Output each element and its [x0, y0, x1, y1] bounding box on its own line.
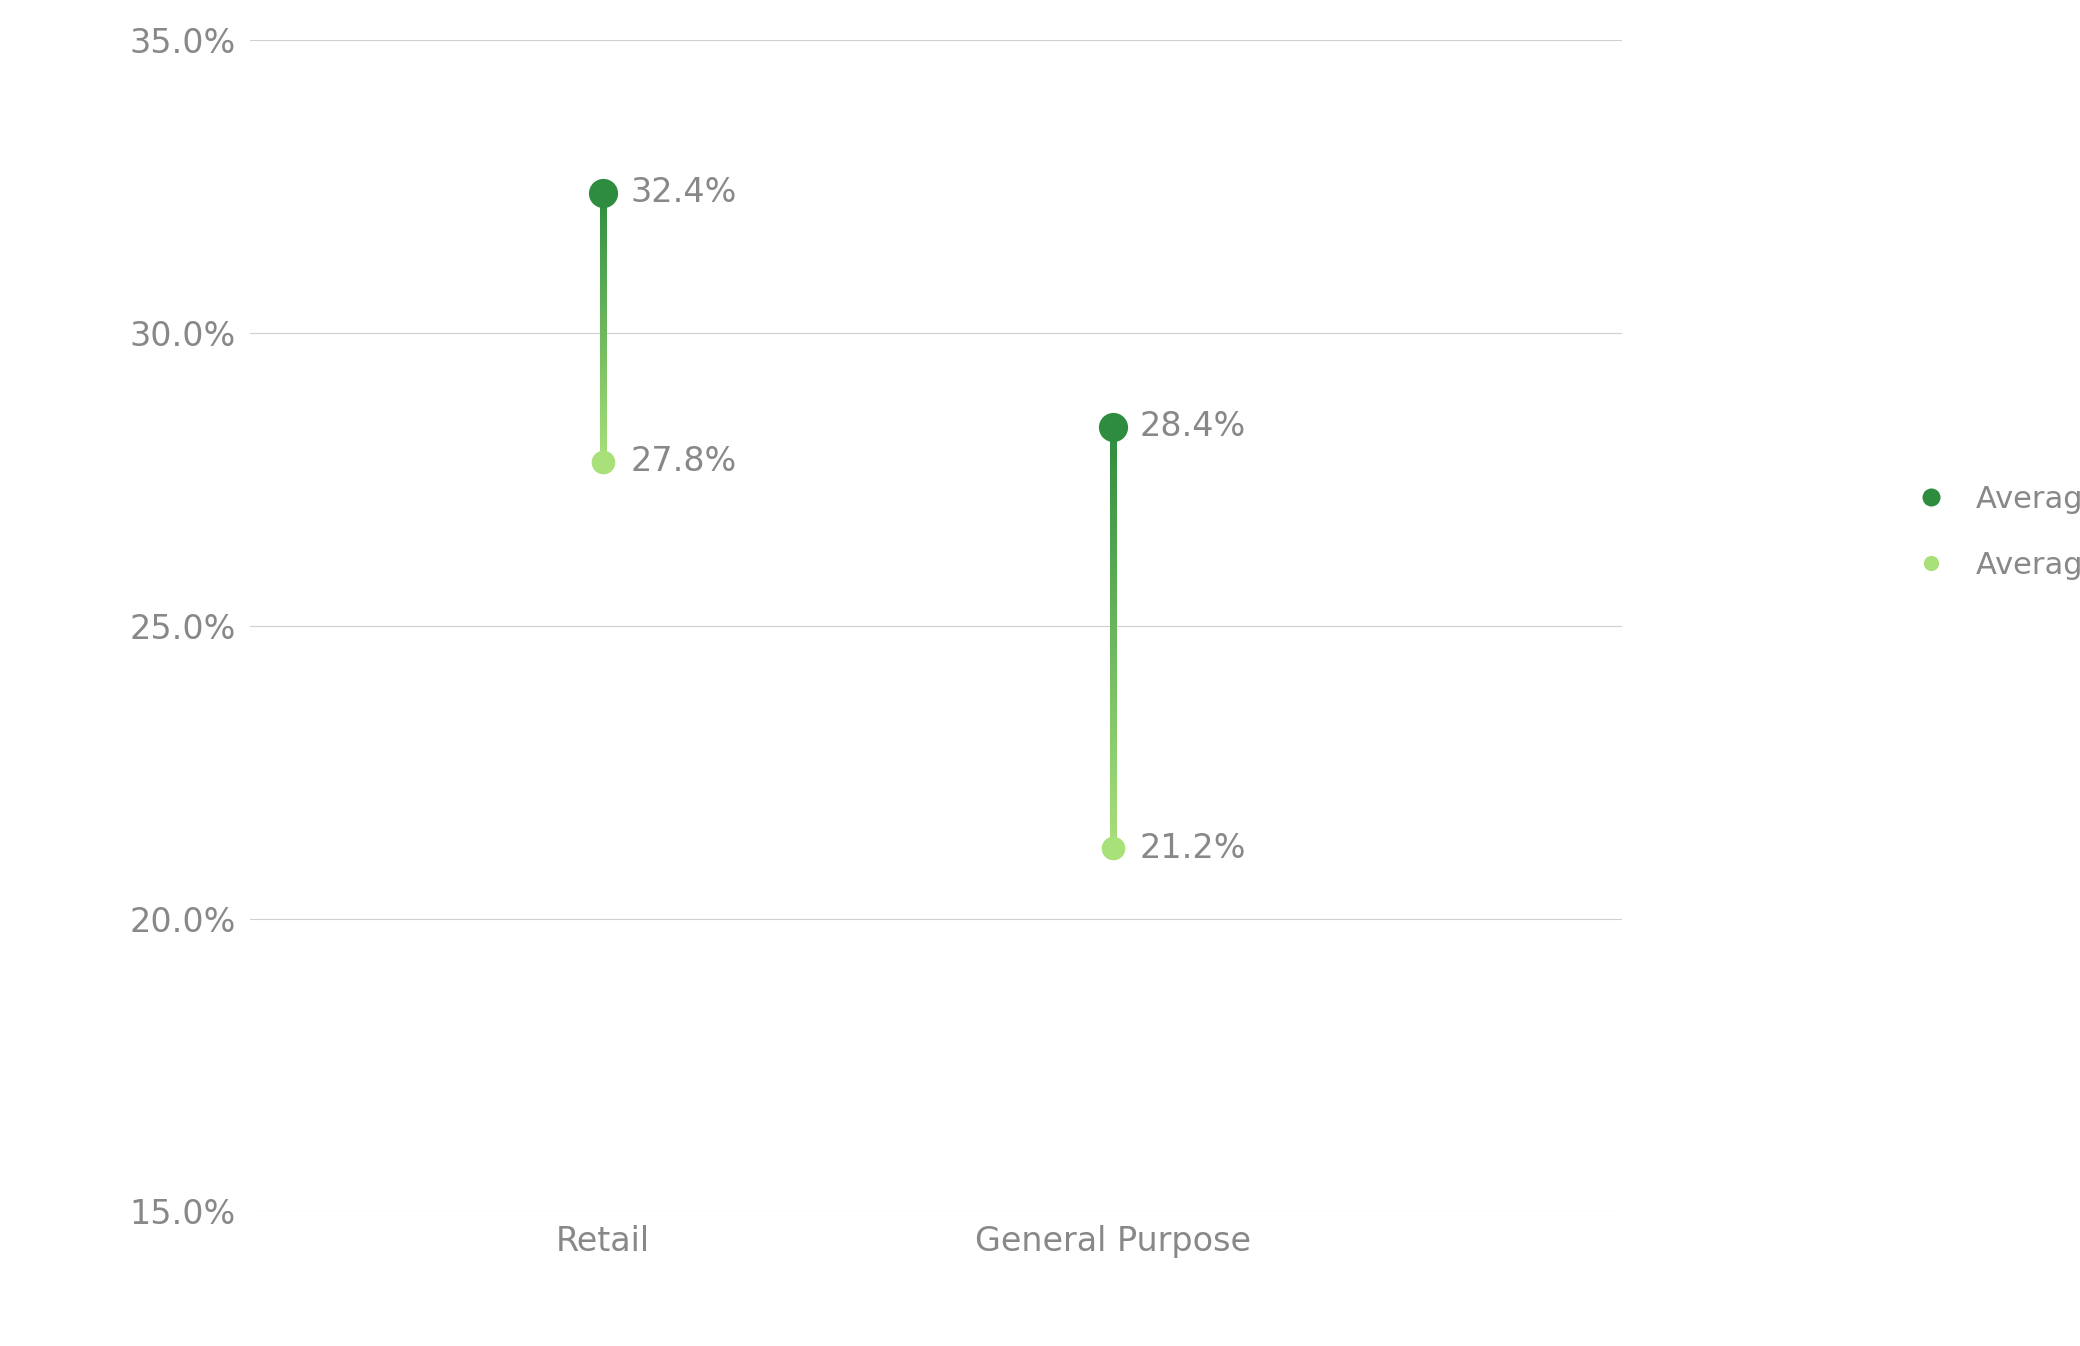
Legend: Average Max APR, Average Min APR: Average Max APR, Average Min APR: [1884, 470, 2080, 595]
Text: 28.4%: 28.4%: [1140, 411, 1246, 443]
Text: 21.2%: 21.2%: [1140, 832, 1246, 865]
Text: 32.4%: 32.4%: [630, 176, 736, 209]
Text: 27.8%: 27.8%: [630, 446, 736, 478]
